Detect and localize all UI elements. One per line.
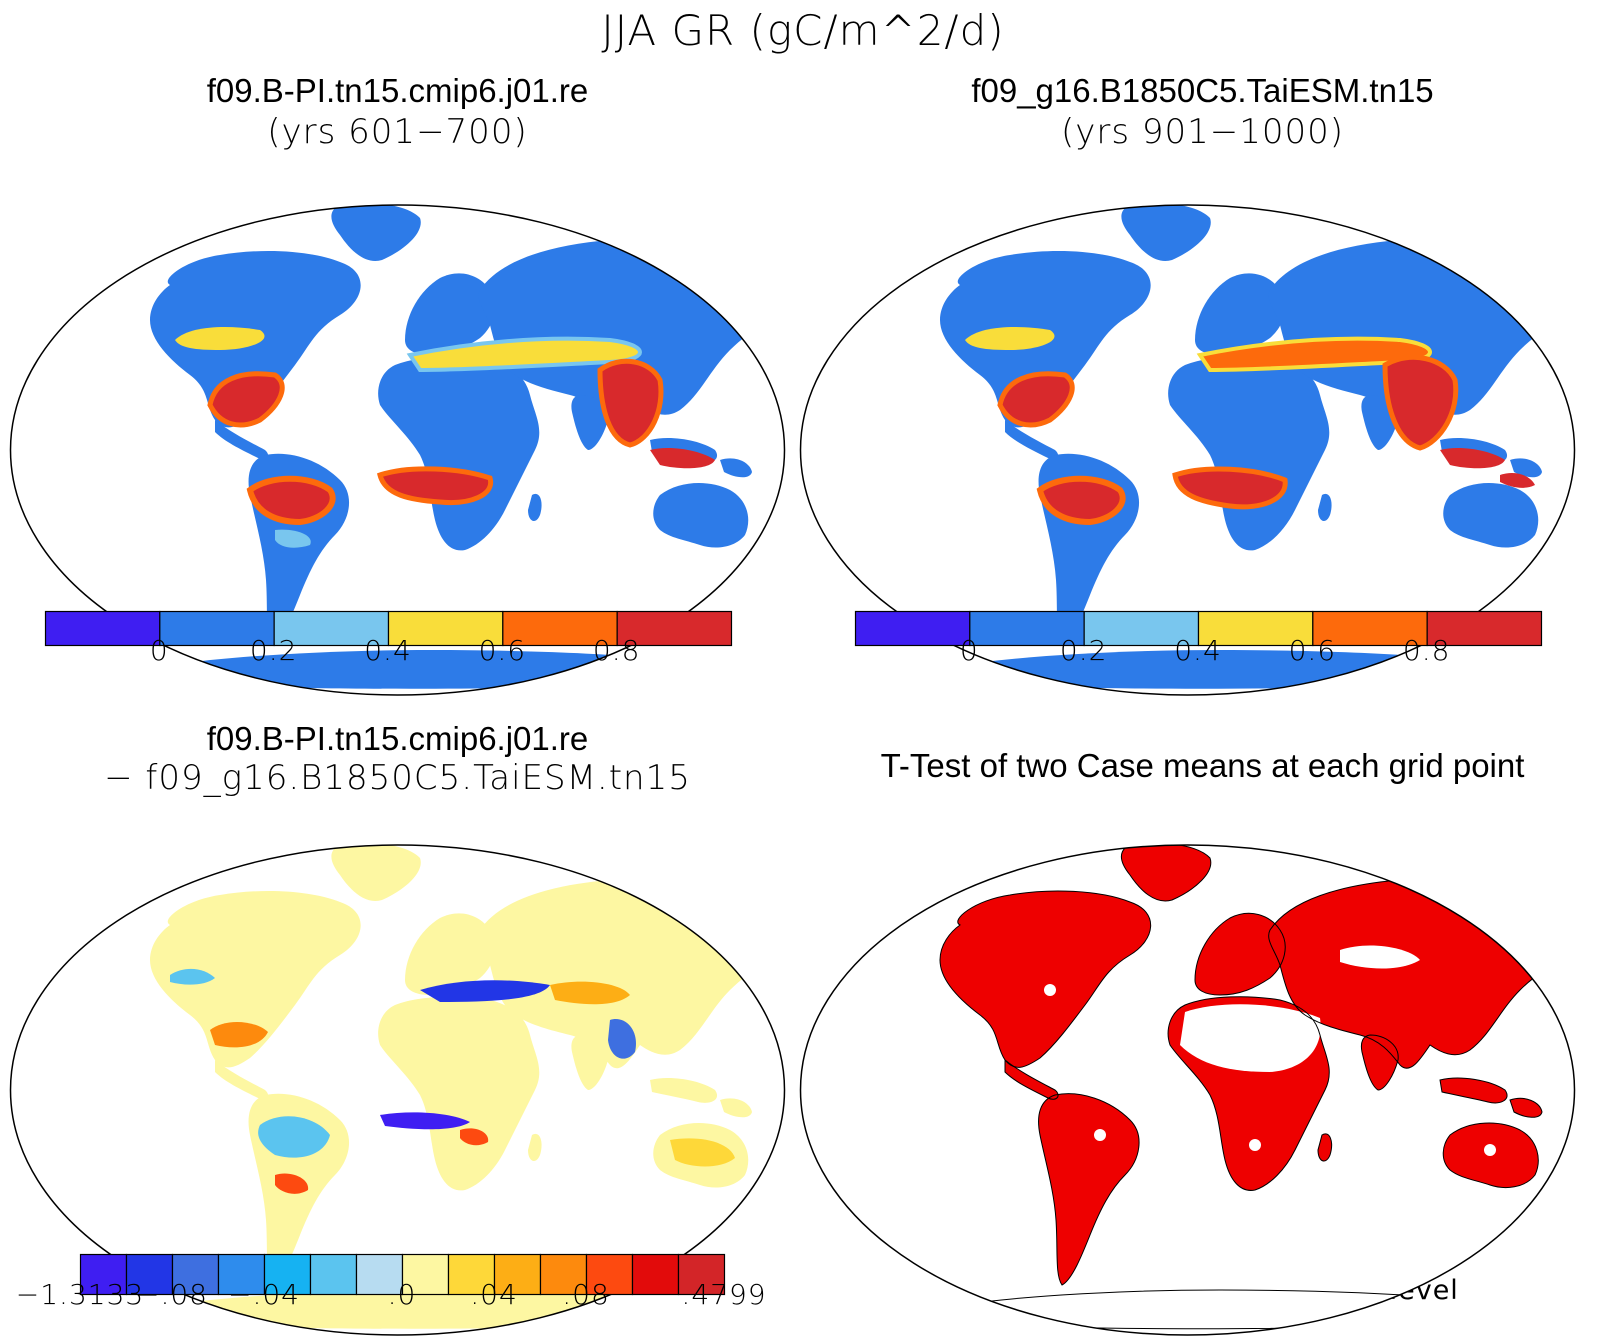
- map-ttest: [799, 844, 1576, 1336]
- colorbar-case1-label: 0.4: [364, 634, 412, 667]
- colorbar-diff-label: .4799: [681, 1278, 767, 1311]
- colorbar-case1: [44, 610, 733, 647]
- colorbar-case1-label: 0.2: [249, 634, 298, 667]
- colorbar-case1-swatch: [502, 610, 618, 647]
- colorbar-case2: [854, 610, 1543, 647]
- colorbar-case2-swatch: [1197, 610, 1314, 647]
- colorbar-diff-swatch: [125, 1253, 174, 1296]
- colorbar-diff-swatch: [309, 1253, 358, 1296]
- figure-title: JJA GR (gC/m^2/d): [601, 6, 1005, 55]
- colorbar-diff-label: .04: [470, 1278, 518, 1311]
- colorbar-diff-label: −1.3133: [15, 1278, 145, 1311]
- colorbar-case2-label: 0: [959, 634, 979, 667]
- colorbar-diff-swatch: [585, 1253, 634, 1296]
- colorbar-case1-swatch: [616, 610, 733, 647]
- colorbar-case2-label: 0.2: [1059, 634, 1108, 667]
- colorbar-diff-swatch: [631, 1253, 680, 1296]
- map-case2: [799, 204, 1576, 696]
- colorbar-case2-label: 0.6: [1288, 634, 1337, 667]
- colorbar-case1-label: 0.6: [478, 634, 527, 667]
- colorbar-case2-swatch: [1312, 610, 1428, 647]
- colorbar-diff-swatch: [217, 1253, 266, 1296]
- colorbar-diff-label: .08: [562, 1278, 610, 1311]
- colorbar-case2-label: 0.4: [1174, 634, 1222, 667]
- colorbar-case1-swatch: [44, 610, 161, 647]
- colorbar-diff-swatch: [79, 1253, 128, 1296]
- panel-title-case1: f09.B-PI.tn15.cmip6.j01.re: [206, 72, 589, 109]
- panel-title-case2: f09_g16.B1850C5.TaiESM.tn15: [971, 72, 1434, 109]
- colorbar-diff-swatch: [539, 1253, 588, 1296]
- colorbar-diff-label: .0: [387, 1278, 417, 1311]
- colorbar-diff-label: −.04: [228, 1278, 300, 1311]
- colorbar-diff-swatch: [677, 1253, 726, 1296]
- colorbar-case2-swatch: [1083, 610, 1200, 647]
- colorbar-case1-swatch: [273, 610, 390, 647]
- colorbar-case1-label: 0.8: [592, 634, 641, 667]
- colorbar-case1-label: 0: [149, 634, 169, 667]
- colorbar-diff-swatch: [493, 1253, 542, 1296]
- colorbar-diff-swatch: [355, 1253, 404, 1296]
- colorbar-case1-swatch: [387, 610, 504, 647]
- colorbar-case2-label: 0.8: [1402, 634, 1451, 667]
- colorbar-case2-swatch: [854, 610, 971, 647]
- panel-title-diff: f09.B-PI.tn15.cmip6.j01.re: [206, 720, 589, 757]
- map-case1: [9, 204, 786, 696]
- panel-subtitle-case1: (yrs 601−700): [267, 112, 528, 152]
- panel-subtitle-case2: (yrs 901−1000): [1060, 112, 1345, 152]
- colorbar-diff-label: −.08: [136, 1278, 208, 1311]
- colorbar-diff-swatch: [401, 1253, 450, 1296]
- colorbar-case2-swatch: [1426, 610, 1543, 647]
- colorbar-diff: [79, 1253, 726, 1296]
- map-diff: [9, 844, 786, 1336]
- panel-title-ttest: T-Test of two Case means at each grid po…: [880, 747, 1525, 784]
- panel-subtitle-diff: − f09_g16.B1850C5.TaiESM.tn15: [104, 758, 691, 798]
- colorbar-case2-swatch: [969, 610, 1085, 647]
- colorbar-diff-swatch: [263, 1253, 312, 1296]
